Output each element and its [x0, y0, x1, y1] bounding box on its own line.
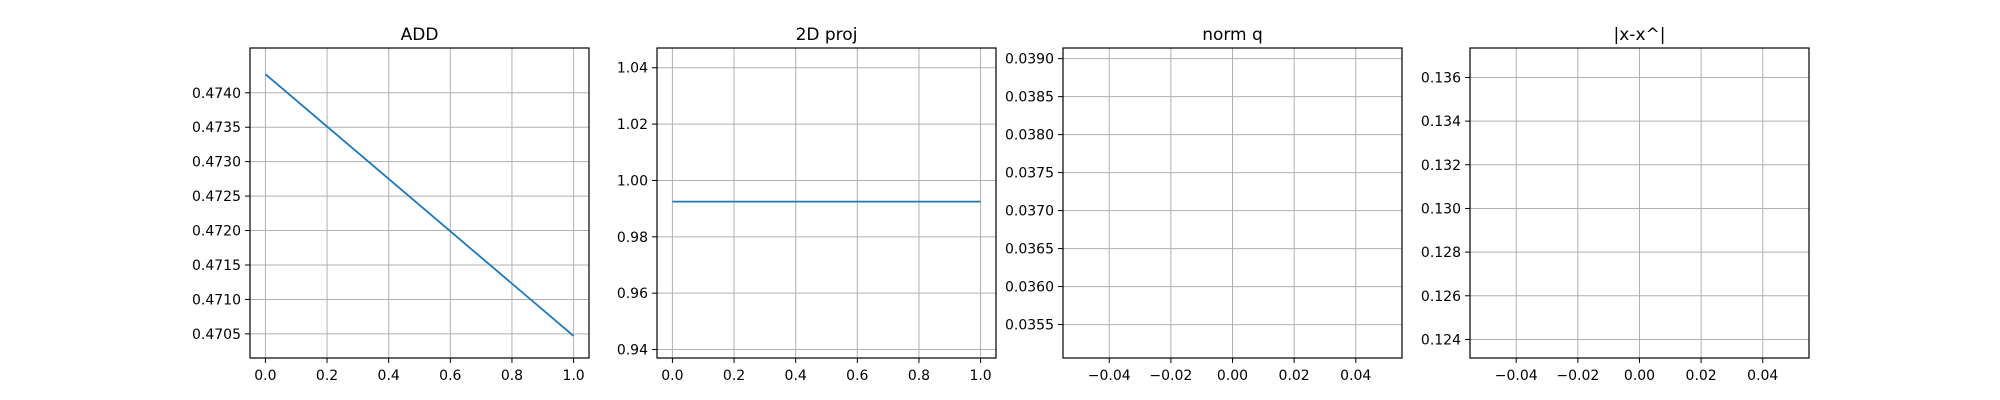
y-tick-label: 0.126	[1421, 289, 1461, 305]
x-tick-label: 0.0	[661, 368, 683, 384]
x-tick-label: 0.2	[723, 368, 745, 384]
series-line-1	[264, 73, 575, 337]
y-tick-label: 1.02	[617, 117, 648, 133]
subplot-1: ADD 0.0 0.2 0.4 0.6 0.8 1.0 0.4705 0.4710 0.4715 0…	[192, 25, 590, 384]
x-tick-label: 0.6	[846, 368, 868, 384]
subplot-title: norm q	[1202, 25, 1263, 45]
x-tick-label: 0.6	[439, 368, 461, 384]
x-tick-label: 0.00	[1217, 368, 1248, 384]
y-tick-label: 0.0370	[1005, 204, 1054, 220]
x-tick-label: 0.0	[254, 368, 276, 384]
x-tick-label: −0.04	[1495, 368, 1538, 384]
x-tick-label: −0.02	[1556, 368, 1599, 384]
x-tick-label: 1.0	[969, 368, 991, 384]
y-tick-label: 0.132	[1421, 158, 1461, 174]
y-tick-label: 0.4715	[192, 258, 241, 274]
x-tick-label: 0.00	[1624, 368, 1655, 384]
y-tick-label: 0.0375	[1005, 166, 1054, 182]
x-tick-label: 0.04	[1340, 368, 1371, 384]
y-tick-label: 0.98	[617, 230, 648, 246]
y-tick-label: 0.0355	[1005, 318, 1054, 334]
subplot-title: |x-x^|	[1614, 25, 1666, 45]
y-tick-label: 1.00	[617, 173, 648, 189]
y-tick-label: 0.130	[1421, 201, 1461, 217]
y-tick-label: 0.4725	[192, 189, 241, 205]
x-tick-label: 0.04	[1747, 368, 1778, 384]
subplot-title: ADD	[401, 25, 439, 45]
x-tick-label: 0.02	[1686, 368, 1717, 384]
y-tick-label: 0.0360	[1005, 280, 1054, 296]
y-tick-label: 0.0385	[1005, 90, 1054, 106]
y-tick-label: 0.4710	[192, 292, 241, 308]
y-tick-label: 0.4735	[192, 120, 241, 136]
y-tick-label: 0.136	[1421, 70, 1461, 86]
subplot-2: 2D proj 0.0 0.2 0.4 0.6 0.8 1.0 0.94 0.96 0.98 1.0…	[617, 25, 997, 384]
axes-frame	[249, 47, 590, 359]
y-tick-label: 0.134	[1421, 114, 1461, 130]
y-tick-label: 1.04	[617, 61, 648, 77]
y-tick-label: 0.0390	[1005, 52, 1054, 68]
x-tick-label: 0.8	[501, 368, 523, 384]
subplot-4: |x-x^| −0.04 −0.02 0.00 0.02 0.04 0.124 0.126 0.…	[1421, 25, 1810, 384]
x-tick-label: 0.8	[908, 368, 930, 384]
x-tick-label: 0.4	[378, 368, 400, 384]
x-tick-label: −0.04	[1088, 368, 1131, 384]
x-tick-label: 0.02	[1279, 368, 1310, 384]
subplot-title: 2D proj	[796, 25, 858, 45]
y-tick-label: 0.4740	[192, 86, 241, 102]
x-tick-label: 0.2	[316, 368, 338, 384]
subplot-3: norm q −0.04 −0.02 0.00 0.02 0.04 0.0355 0.0360…	[1005, 25, 1403, 384]
y-tick-label: 0.124	[1421, 332, 1461, 348]
y-tick-label: 0.128	[1421, 245, 1461, 261]
x-tick-label: 1.0	[562, 368, 584, 384]
y-tick-label: 0.0380	[1005, 128, 1054, 144]
y-tick-label: 0.4705	[192, 327, 241, 343]
y-tick-label: 0.0365	[1005, 242, 1054, 258]
y-tick-label: 0.96	[617, 286, 648, 302]
y-tick-label: 0.94	[617, 343, 648, 359]
y-tick-label: 0.4720	[192, 224, 241, 240]
y-tick-label: 0.4730	[192, 155, 241, 171]
axes-frame	[656, 47, 997, 359]
x-tick-label: 0.4	[785, 368, 807, 384]
x-tick-label: −0.02	[1149, 368, 1192, 384]
